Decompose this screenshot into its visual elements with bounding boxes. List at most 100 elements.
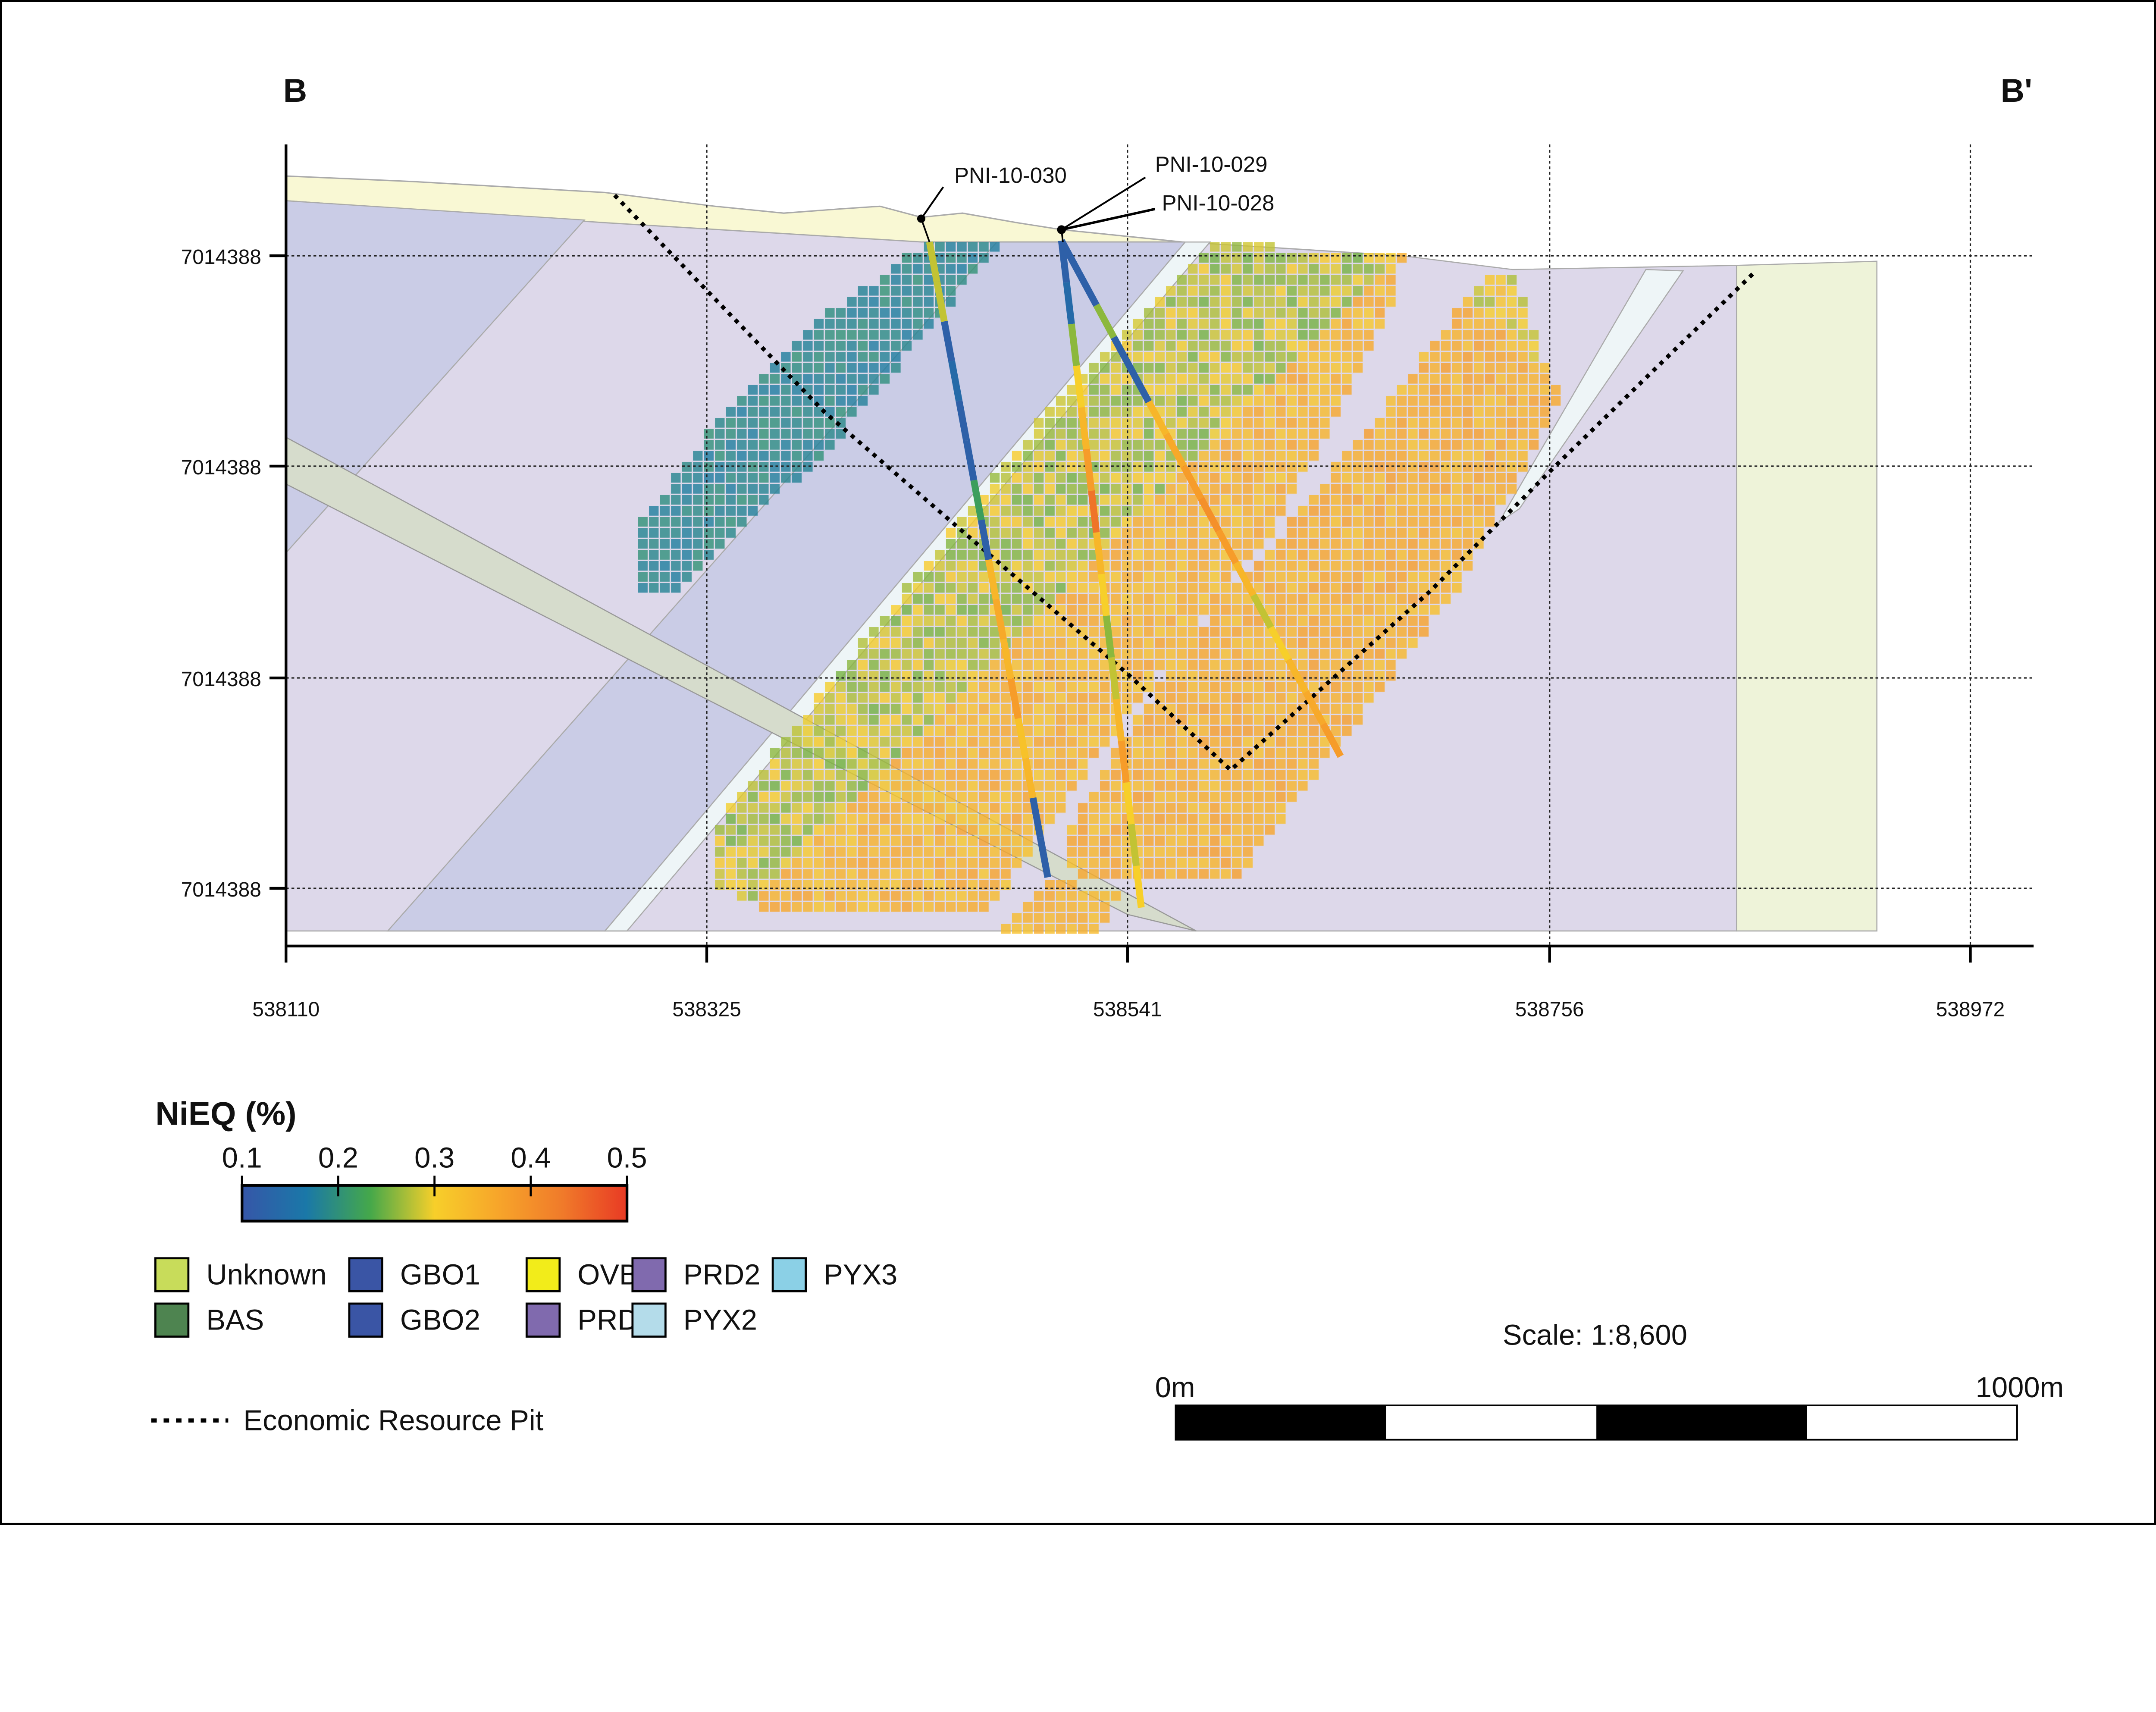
block-model-cell [847,814,857,824]
block-model-cell [1232,352,1242,362]
block-model-cell [726,506,736,516]
block-model-cell [1375,429,1385,439]
block-model-cell [1463,396,1473,406]
block-model-cell [1155,506,1165,516]
block-model-cell [803,814,813,824]
drillhole-interval [1233,561,1257,597]
block-model-cell [1309,616,1319,626]
block-model-cell [1441,539,1451,549]
block-model-cell [968,792,978,802]
block-model-cell [858,341,868,351]
block-model-cell [726,484,736,494]
block-model-cell [1067,638,1077,648]
block-model-cell [1089,847,1099,857]
block-model-cell [1188,704,1198,714]
block-model-cell [1177,682,1187,692]
block-model-cell [924,847,934,857]
block-model-cell [1430,440,1440,450]
block-model-cell [1221,495,1231,505]
block-model-cell [836,715,846,725]
block-model-cell [924,781,934,791]
block-model-cell [1144,418,1154,428]
block-model-cell [792,902,802,912]
block-model-cell [792,462,802,472]
block-model-cell [1474,330,1484,340]
block-model-cell [1386,429,1396,439]
block-model-cell [1067,704,1077,714]
block-model-cell [1331,660,1341,670]
block-model-cell [1232,374,1242,384]
block-model-cell [957,561,967,571]
block-model-cell [1265,374,1275,384]
block-model-cell [968,880,978,890]
block-model-cell [1045,407,1055,417]
block-model-cell [1078,770,1088,780]
block-model-cell [1210,308,1220,318]
block-model-cell [957,671,967,681]
block-model-cell [1199,528,1209,538]
block-model-cell [1232,429,1242,439]
block-model-cell [1485,506,1495,516]
block-model-cell [1309,275,1319,285]
block-model-cell [1100,385,1110,395]
block-model-cell [1144,440,1154,450]
block-model-cell [1529,352,1539,362]
block-model-cell [836,902,846,912]
block-model-cell [1199,748,1209,758]
block-model-cell [1320,561,1330,571]
block-model-cell [825,330,835,340]
block-model-cell [1386,396,1396,406]
block-model-cell [968,836,978,846]
block-model-cell [1430,407,1440,417]
block-model-cell [781,792,791,802]
block-model-cell [869,880,879,890]
block-model-cell [1221,583,1231,593]
block-model-cell [1188,286,1198,296]
block-model-cell [968,649,978,659]
block-model-cell [726,517,736,527]
block-model-cell [968,814,978,824]
block-model-cell [715,528,725,538]
block-model-cell [1309,638,1319,648]
block-model-cell [1001,605,1011,615]
block-model-cell [1166,748,1176,758]
block-model-cell [935,847,945,857]
block-model-cell [1309,407,1319,417]
block-model-cell [1166,297,1176,307]
block-model-cell [1177,495,1187,505]
block-model-cell [1045,429,1055,439]
block-model-cell [869,891,879,901]
block-model-cell [1309,517,1319,527]
block-model-cell [1056,440,1066,450]
block-model-cell [1232,583,1242,593]
block-model-cell [1441,407,1451,417]
block-model-cell [1353,264,1363,274]
block-model-cell [1166,308,1176,318]
block-model-cell [891,715,901,725]
scale-outline [1175,1405,2018,1441]
block-model-cell [1177,484,1187,494]
block-model-cell [902,891,912,901]
pyx2-band-right [1498,269,1684,523]
block-model-cell [825,825,835,835]
block-model-cell [1485,374,1495,384]
block-model-cell [1463,462,1473,472]
block-model-cell [1309,330,1319,340]
block-model-cell [1254,814,1264,824]
block-model-cell [924,693,934,703]
block-model-cell [1144,341,1154,351]
block-model-cell [1166,396,1176,406]
block-model-cell [1364,275,1374,285]
block-model-cell [1463,429,1473,439]
block-model-cell [957,550,967,560]
block-model-cell [1177,506,1187,516]
block-model-cell [1056,913,1066,923]
block-model-cell [1485,319,1495,329]
block-model-cell [1067,561,1077,571]
block-model-cell [880,616,890,626]
block-model-cell [1375,682,1385,692]
block-model-cell [1276,374,1286,384]
block-model-cell [1254,264,1264,274]
block-model-cell [1309,660,1319,670]
drillhole-interval [1215,529,1239,565]
